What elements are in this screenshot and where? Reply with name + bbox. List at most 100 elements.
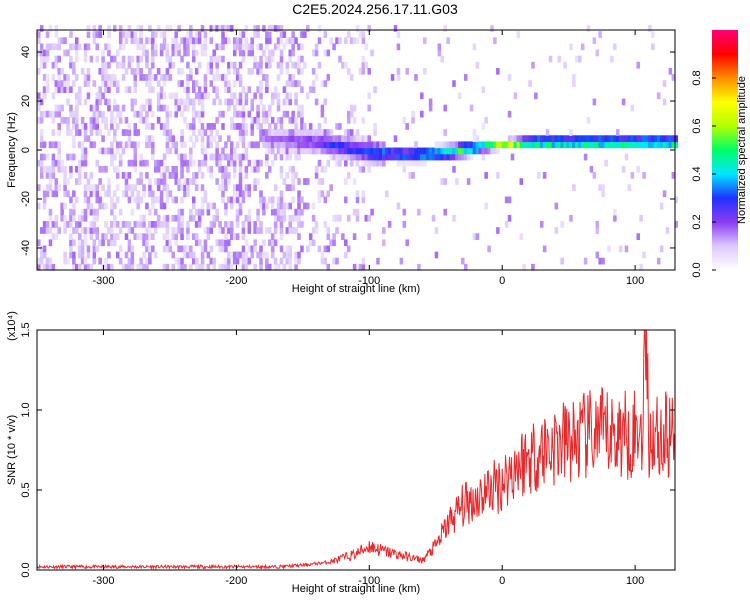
heatmap-cell [268, 55, 272, 63]
heatmap-cell [45, 190, 50, 198]
heatmap-cell [224, 86, 228, 94]
heatmap-cell [311, 67, 316, 75]
heatmap-cell [171, 251, 176, 259]
heatmap-cell [127, 61, 132, 69]
heatmap-cell [156, 159, 161, 167]
heatmap-cell [586, 116, 591, 124]
heatmap-cell [349, 37, 354, 45]
heatmap-cell [344, 251, 348, 259]
heatmap-cell [630, 135, 635, 143]
heatmap-cell [232, 110, 237, 118]
heatmap-cell [235, 221, 240, 228]
heatmap-cell [303, 123, 307, 130]
heatmap-cell [420, 159, 424, 167]
heatmap-cell [294, 135, 298, 143]
heatmap-cell [346, 116, 351, 124]
heatmap-cell [98, 257, 102, 265]
heatmap-cell [115, 196, 120, 204]
heatmap-cell [57, 165, 61, 173]
heatmap-cell [411, 172, 415, 179]
heatmap-cell [197, 208, 202, 216]
heatmap-cell [215, 239, 219, 247]
heatmap-cell [352, 37, 357, 45]
heatmap-cell [341, 61, 345, 69]
heatmap-cell [215, 116, 219, 124]
heatmap-cell [387, 147, 392, 155]
heatmap-cell [601, 190, 605, 198]
heatmap-cell [151, 202, 155, 210]
heatmap-cell [306, 135, 310, 143]
heatmap-cell [162, 245, 167, 253]
heatmap-cell [77, 129, 82, 136]
spectrogram-x-ticks: -300 -200 -100 0 100 [92, 30, 644, 287]
heatmap-cell [411, 110, 415, 118]
heatmap-cell [256, 67, 260, 75]
heatmap-cell [270, 202, 275, 210]
heatmap-cell [57, 55, 61, 63]
heatmap-cell [218, 135, 222, 143]
heatmap-cell [92, 104, 97, 112]
heatmap-cell [77, 86, 82, 94]
heatmap-cell [300, 123, 304, 130]
heatmap-cell [42, 221, 47, 228]
heatmap-cell [83, 49, 88, 57]
heatmap-cell [72, 80, 76, 87]
heatmap-cell [431, 153, 436, 161]
heatmap-cell [291, 147, 295, 155]
heatmap-cell [519, 135, 524, 143]
heatmap-cell [349, 153, 354, 161]
heatmap-cell [171, 263, 176, 271]
heatmap-cell [180, 233, 184, 240]
heatmap-cell [136, 110, 140, 118]
heatmap-cell [270, 239, 275, 247]
heatmap-cell [194, 80, 199, 87]
heatmap-cell [83, 172, 88, 179]
heatmap-cell [113, 202, 117, 210]
heatmap-cell [244, 92, 249, 100]
heatmap-cell [440, 178, 445, 185]
heatmap-cell [379, 147, 383, 155]
heatmap-cell [613, 43, 617, 51]
heatmap-cell [171, 196, 176, 204]
heatmap-cell [162, 80, 167, 87]
heatmap-cell [189, 153, 193, 161]
heatmap-cell [133, 80, 138, 87]
heatmap-cell [282, 86, 287, 94]
heatmap-cell [352, 147, 357, 155]
heatmap-cell [244, 263, 249, 271]
heatmap-cell [218, 110, 222, 118]
heatmap-cell [186, 221, 190, 228]
heatmap-cell [60, 37, 64, 45]
heatmap-cell [499, 141, 503, 149]
heatmap-cell [80, 239, 85, 247]
heatmap-cell [344, 61, 348, 69]
heatmap-cell [180, 221, 184, 228]
heatmap-cell [110, 74, 114, 81]
heatmap-cell [648, 25, 652, 32]
heatmap-cell [98, 196, 102, 204]
heatmap-cell [139, 31, 143, 38]
heatmap-cell [355, 159, 360, 167]
heatmap-cell [101, 135, 105, 143]
heatmap-cell [86, 135, 91, 143]
heatmap-cell [317, 147, 322, 155]
heatmap-cell [358, 135, 363, 143]
heatmap-cell [80, 214, 85, 222]
heatmap-cell [159, 31, 164, 38]
heatmap-cell [463, 263, 468, 271]
heatmap-cell [174, 239, 178, 247]
heatmap-cell [145, 227, 149, 234]
heatmap-cell [165, 147, 170, 155]
heatmap-cell [273, 135, 278, 143]
heatmap-cell [346, 110, 351, 118]
heatmap-cell [209, 172, 214, 179]
heatmap-cell [200, 141, 205, 149]
heatmap-cell [636, 165, 640, 173]
heatmap-cell [610, 55, 614, 63]
heatmap-cell [349, 110, 354, 118]
heatmap-cell [174, 147, 178, 155]
heatmap-cell [253, 55, 257, 63]
heatmap-cell [671, 141, 676, 149]
heatmap-cell [183, 86, 187, 94]
heatmap-cell [522, 135, 526, 143]
